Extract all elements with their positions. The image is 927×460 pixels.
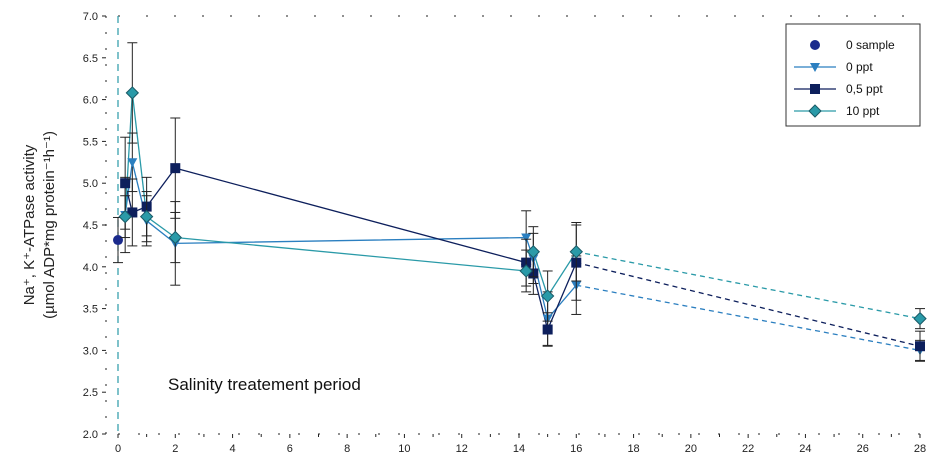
x-tick-label: 26 bbox=[857, 443, 869, 455]
legend-box bbox=[785, 23, 921, 127]
legend-marker bbox=[810, 40, 820, 50]
data-point bbox=[168, 230, 182, 245]
x-tick-label: 20 bbox=[685, 443, 697, 455]
treatment-period-annotation: Salinity treatement period bbox=[168, 375, 361, 394]
x-tick-label: 2 bbox=[172, 443, 178, 455]
y-tick-label: 6.0 bbox=[83, 95, 98, 107]
data-point bbox=[139, 209, 154, 224]
series-line bbox=[576, 251, 921, 320]
x-tick-label: 0 bbox=[115, 443, 121, 455]
legend-label: 10 ppt bbox=[846, 104, 880, 118]
y-tick-label: 3.0 bbox=[83, 345, 98, 357]
y-tick-label: 7.0 bbox=[83, 11, 98, 23]
series-line bbox=[525, 237, 577, 321]
data-point bbox=[915, 341, 925, 352]
x-tick-label: 28 bbox=[914, 443, 926, 455]
y-axis-ticks: 2.0 2.5 3.0 3.5 4.0 4.5 5.0 5.5 6.0 6.5 7.0 bbox=[83, 11, 106, 441]
legend-label: 0 sample bbox=[846, 38, 895, 52]
data-point bbox=[540, 289, 555, 303]
y-tick-label: 5.0 bbox=[83, 178, 98, 190]
data-point bbox=[521, 233, 532, 243]
data-point bbox=[170, 163, 181, 174]
y-axis-title-line2: (µmol ADP*mg protein⁻¹h⁻¹) bbox=[41, 131, 58, 319]
legend: 0 sample 0 ppt 0,5 ppt 10 ppt bbox=[785, 23, 921, 127]
series-layer bbox=[113, 42, 927, 362]
data-point bbox=[913, 311, 927, 326]
x-tick-label: 18 bbox=[627, 443, 639, 455]
data-point bbox=[569, 245, 583, 259]
series-line bbox=[124, 162, 527, 245]
y-tick-label: 5.5 bbox=[83, 136, 98, 148]
legend-marker bbox=[808, 104, 822, 118]
x-tick-label: 8 bbox=[344, 443, 350, 455]
data-point bbox=[125, 86, 140, 100]
data-point bbox=[118, 209, 132, 224]
data-point bbox=[542, 324, 553, 335]
y-axis-title-line1: Na⁺, K⁺-ATPase activity bbox=[21, 144, 38, 305]
legend-marker bbox=[810, 63, 820, 72]
series-line bbox=[576, 261, 921, 347]
series-line bbox=[576, 284, 921, 352]
x-tick-label: 14 bbox=[513, 443, 525, 455]
series-line bbox=[124, 167, 527, 264]
data-point bbox=[120, 178, 131, 189]
x-tick-label: 4 bbox=[230, 443, 236, 455]
data-point bbox=[127, 158, 138, 168]
y-tick-label: 3.5 bbox=[83, 304, 98, 316]
x-tick-label: 10 bbox=[398, 443, 410, 455]
y-axis-title: Na⁺, K⁺-ATPase activity (µmol ADP*mg pro… bbox=[21, 131, 58, 319]
y-tick-label: 4.5 bbox=[83, 220, 98, 232]
data-point bbox=[526, 245, 541, 259]
y-tick-label: 2.5 bbox=[83, 387, 98, 399]
legend-label: 0 ppt bbox=[846, 60, 873, 74]
legend-label: 0,5 ppt bbox=[846, 82, 883, 96]
x-tick-label: 6 bbox=[287, 443, 293, 455]
y-tick-label: 4.0 bbox=[83, 262, 98, 274]
series-line bbox=[124, 92, 527, 272]
x-tick-label: 12 bbox=[456, 443, 468, 455]
x-tick-label: 24 bbox=[799, 443, 811, 455]
y-tick-label: 2.0 bbox=[83, 429, 98, 441]
y-tick-label: 6.5 bbox=[83, 53, 98, 65]
x-axis-ticks: 0 2 4 6 8 10 12 14 16 18 20 22 24 26 28 bbox=[115, 434, 926, 455]
data-point bbox=[127, 207, 138, 218]
x-tick-label: 16 bbox=[570, 443, 582, 455]
x-tick-label: 22 bbox=[742, 443, 754, 455]
data-point bbox=[519, 264, 533, 278]
data-point bbox=[113, 235, 123, 246]
legend-marker bbox=[810, 84, 820, 94]
